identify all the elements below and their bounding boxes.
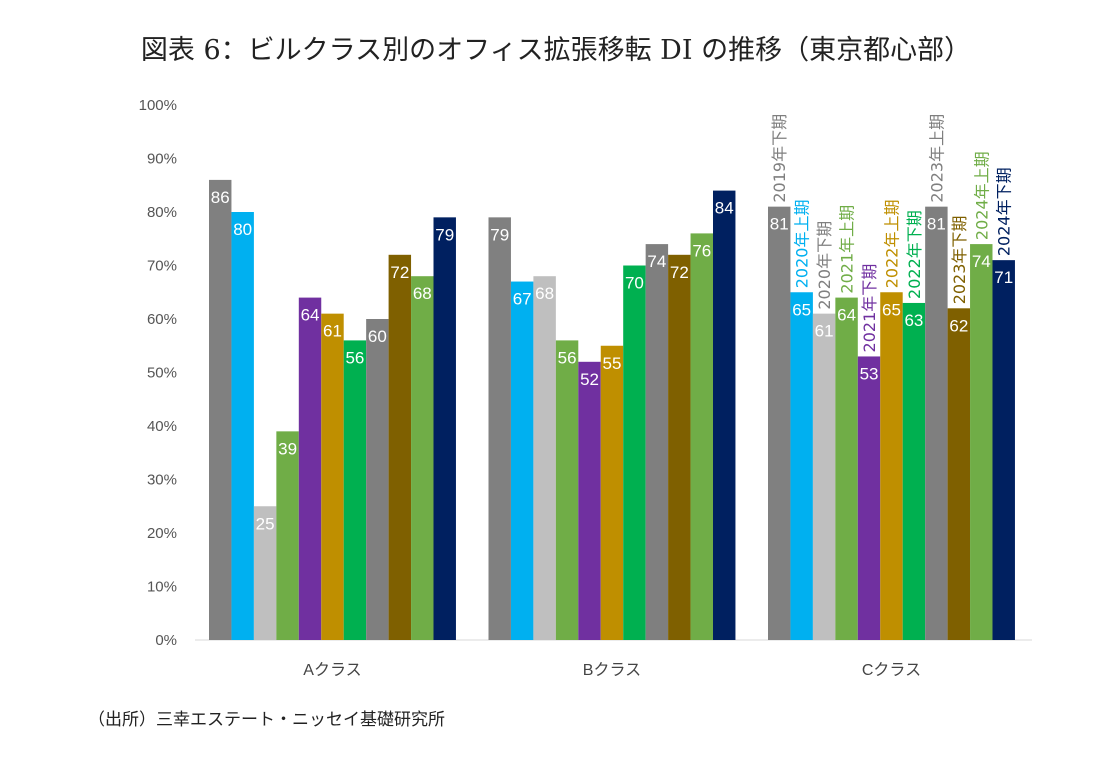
data-label: 67 <box>513 290 532 309</box>
series-label: 2024年下期 <box>995 167 1014 256</box>
data-label: 71 <box>994 268 1013 287</box>
series-label: 2023年下期 <box>950 216 969 305</box>
data-label: 52 <box>580 370 599 389</box>
data-label: 53 <box>860 364 879 383</box>
data-label: 55 <box>603 354 622 373</box>
bar <box>209 179 232 640</box>
data-label: 84 <box>715 199 734 218</box>
data-label: 64 <box>837 306 856 325</box>
data-label: 72 <box>390 263 409 282</box>
data-label: 61 <box>815 322 834 341</box>
y-tick-label: 0% <box>155 632 177 649</box>
bar <box>790 292 813 640</box>
bar <box>835 297 858 640</box>
bar <box>488 217 511 640</box>
bar <box>947 308 971 640</box>
data-label: 56 <box>345 348 364 367</box>
data-label: 65 <box>882 300 901 319</box>
data-label: 79 <box>435 225 454 244</box>
x-category-label: Aクラス <box>303 661 361 679</box>
bar <box>623 265 646 640</box>
bar <box>992 260 1015 640</box>
series-label: 2024年上期 <box>972 151 991 240</box>
series-label: 2019年下期 <box>770 114 789 203</box>
series-label: 2020年上期 <box>793 200 812 289</box>
bar <box>276 431 299 640</box>
bar <box>668 254 691 641</box>
y-tick-label: 60% <box>147 311 177 328</box>
data-label: 80 <box>233 220 252 239</box>
bar <box>645 244 669 640</box>
data-label: 60 <box>368 327 387 346</box>
data-label: 79 <box>490 225 509 244</box>
bar <box>970 244 993 640</box>
bar <box>768 206 791 640</box>
y-tick-label: 70% <box>147 258 177 275</box>
data-label: 25 <box>256 514 275 533</box>
source-note: （出所）三幸エステート・ニッセイ基礎研究所 <box>88 710 445 730</box>
series-label: 2022年下期 <box>905 210 924 299</box>
bar <box>713 190 736 640</box>
y-tick-label: 10% <box>147 579 177 596</box>
y-tick-label: 90% <box>147 151 177 168</box>
data-label: 39 <box>278 439 297 458</box>
series-label: 2022年上期 <box>882 200 901 289</box>
data-label: 70 <box>625 274 644 293</box>
series-label: 2020年下期 <box>815 221 834 310</box>
y-tick-label: 80% <box>147 204 177 221</box>
bar <box>231 212 254 640</box>
y-tick-label: 40% <box>147 418 177 435</box>
data-label: 76 <box>692 241 711 260</box>
data-label: 86 <box>211 188 230 207</box>
bar <box>253 506 277 640</box>
series-label: 2023年上期 <box>927 114 946 203</box>
data-label: 72 <box>670 263 689 282</box>
data-label: 64 <box>301 306 320 325</box>
bar <box>343 340 367 640</box>
bar <box>321 313 344 640</box>
bar <box>578 361 601 640</box>
y-tick-label: 20% <box>147 525 177 542</box>
bar <box>533 276 556 640</box>
y-tick-label: 100% <box>139 97 177 114</box>
data-label: 74 <box>647 252 666 271</box>
data-label: 81 <box>927 215 946 234</box>
data-label: 68 <box>535 284 554 303</box>
x-category-label: Cクラス <box>862 661 921 679</box>
bar <box>600 345 624 640</box>
data-label: 81 <box>770 215 789 234</box>
series-label: 2021年上期 <box>838 205 857 294</box>
bar <box>298 297 322 640</box>
bar <box>510 281 534 640</box>
y-tick-label: 50% <box>147 365 177 382</box>
bar <box>812 313 836 640</box>
bar <box>388 254 412 641</box>
bar <box>690 233 713 640</box>
data-label: 61 <box>323 322 342 341</box>
chart-title: 図表 6：ビルクラス別のオフィス拡張移転 DI の推移（東京都心部） <box>140 35 972 66</box>
x-category-label: Bクラス <box>583 661 641 679</box>
data-label: 74 <box>972 252 991 271</box>
data-label: 65 <box>792 300 811 319</box>
data-label: 63 <box>904 311 923 330</box>
bar <box>857 356 881 640</box>
bar <box>433 217 456 640</box>
data-label: 62 <box>949 316 968 335</box>
data-label: 56 <box>558 348 577 367</box>
bar <box>411 276 434 640</box>
bar <box>555 340 579 640</box>
y-tick-label: 30% <box>147 472 177 489</box>
series-label: 2021年下期 <box>860 264 879 353</box>
bar <box>366 319 389 640</box>
data-label: 68 <box>413 284 432 303</box>
bar <box>880 292 903 640</box>
bar <box>925 206 948 640</box>
bar <box>902 302 926 640</box>
